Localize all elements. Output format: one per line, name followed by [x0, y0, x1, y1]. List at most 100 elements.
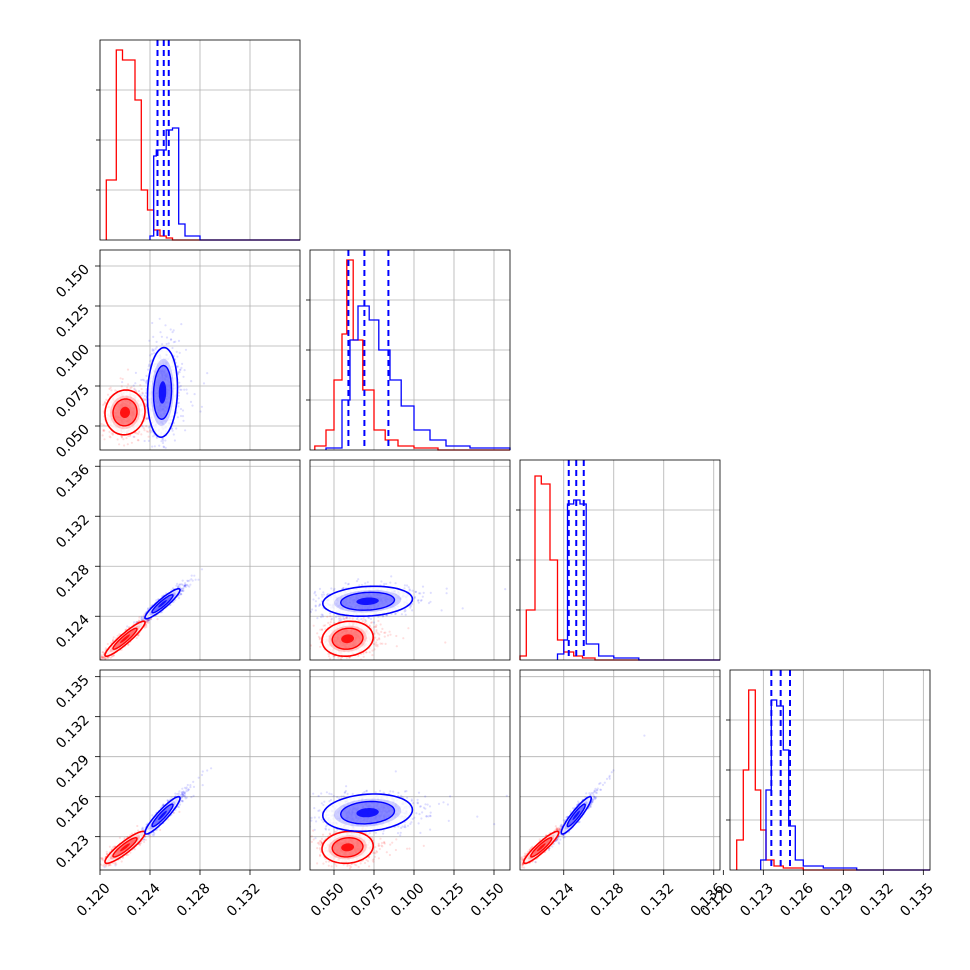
- scatter-point: [161, 437, 165, 440]
- scatter-point: [376, 632, 379, 635]
- scatter-point: [340, 664, 342, 666]
- scatter-point: [318, 587, 322, 591]
- scatter-point: [155, 436, 158, 440]
- scatter-point: [190, 380, 193, 383]
- scatter-point: [388, 630, 391, 633]
- scatter-point: [345, 656, 348, 659]
- scatter-point: [429, 591, 432, 595]
- scatter-point: [180, 366, 183, 369]
- scatter-point: [183, 388, 186, 391]
- scatter-point: [178, 583, 181, 586]
- scatter-point: [461, 607, 464, 610]
- scatter-point: [407, 627, 410, 630]
- scatter-point: [100, 422, 103, 426]
- scatter-point: [148, 339, 151, 342]
- scatter-point: [137, 619, 141, 622]
- scatter-point: [362, 652, 365, 655]
- scatter-point: [178, 386, 181, 389]
- scatter-point: [178, 351, 181, 354]
- scatter-point: [375, 641, 378, 644]
- scatter-point: [264, 634, 266, 636]
- scatter-point: [120, 385, 123, 388]
- scatter-point: [421, 585, 425, 588]
- scatter-point: [160, 611, 163, 614]
- scatter-point: [368, 651, 371, 654]
- scatter-point: [145, 417, 148, 421]
- scatter-point: [140, 387, 143, 391]
- scatter-point: [174, 340, 177, 343]
- scatter-point: [143, 429, 146, 432]
- scatter-point: [377, 619, 380, 623]
- scatter-point: [180, 323, 183, 326]
- scatter-point: [177, 370, 180, 374]
- scatter-point: [181, 362, 184, 365]
- scatter-point: [134, 382, 137, 385]
- scatter-point: [301, 626, 303, 628]
- scatter-point: [381, 627, 384, 631]
- scatter-point: [187, 580, 190, 583]
- scatter-point: [395, 634, 398, 638]
- scatter-point: [89, 441, 91, 443]
- scatter-point: [363, 621, 366, 624]
- scatter-point: [120, 436, 124, 439]
- scatter-point: [104, 657, 107, 660]
- scatter-point: [179, 583, 182, 586]
- scatter-point: [355, 580, 359, 583]
- scatter-point: [327, 621, 330, 625]
- scatter-point: [169, 603, 172, 607]
- scatter-point: [374, 625, 377, 628]
- scatter-point: [180, 589, 183, 592]
- scatter-point: [171, 587, 175, 590]
- scatter-point: [178, 371, 181, 374]
- scatter-point: [404, 613, 407, 616]
- scatter-point: [339, 616, 342, 620]
- scatter-point: [154, 453, 156, 455]
- scatter-point: [144, 398, 147, 401]
- scatter-point: [177, 401, 180, 404]
- scatter-point: [287, 634, 289, 636]
- scatter-point: [183, 584, 186, 587]
- axes-frame: [729, 669, 931, 871]
- scatter-point: [165, 342, 168, 346]
- scatter-point: [170, 338, 173, 341]
- scatter-point: [137, 634, 140, 637]
- scatter-point: [104, 647, 107, 650]
- scatter-point: [351, 617, 354, 620]
- scatter-point: [177, 584, 180, 588]
- scatter-point: [327, 655, 331, 658]
- scatter-point: [394, 582, 397, 585]
- scatter-point: [395, 645, 398, 648]
- scatter-point: [202, 382, 206, 385]
- scatter-point: [376, 643, 379, 646]
- scatter-panel-1-0: [89, 249, 301, 455]
- scatter-point: [176, 582, 179, 586]
- scatter-point: [153, 352, 156, 355]
- scatter-point: [126, 386, 129, 389]
- scatter-point: [183, 369, 186, 372]
- scatter-point: [126, 443, 129, 446]
- scatter-point: [184, 585, 187, 589]
- scatter-point: [184, 584, 188, 587]
- scatter-point: [177, 391, 180, 394]
- scatter-point: [101, 656, 104, 660]
- scatter-point: [133, 621, 136, 624]
- scatter-point: [102, 657, 105, 660]
- scatter-point: [109, 436, 112, 439]
- scatter-point: [376, 638, 379, 642]
- scatter-point: [141, 392, 144, 395]
- scatter-point: [103, 400, 106, 404]
- scatter-point: [116, 634, 119, 637]
- scatter-point: [357, 619, 360, 622]
- scatter-point: [93, 664, 95, 666]
- scatter-point: [178, 381, 181, 384]
- scatter-point: [108, 430, 111, 433]
- scatter-point: [135, 432, 138, 435]
- scatter-point: [328, 623, 332, 626]
- scatter-point: [112, 636, 115, 639]
- scatter-point: [180, 388, 183, 391]
- scatter-point: [361, 620, 364, 623]
- scatter-point: [139, 384, 142, 387]
- scatter-point: [314, 605, 317, 608]
- scatter-panel-2-0: [93, 459, 301, 666]
